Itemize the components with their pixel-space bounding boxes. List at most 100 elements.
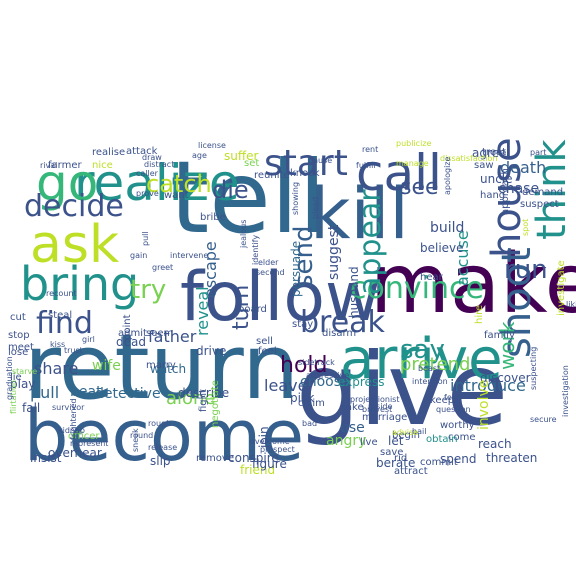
word-manage: manage xyxy=(396,159,429,168)
word-treat: treat xyxy=(482,147,506,158)
word-fight: fight xyxy=(198,389,209,412)
word-see: see xyxy=(400,175,439,200)
word-question: question xyxy=(436,405,471,414)
word-work: work xyxy=(495,321,519,370)
word-tell: tell xyxy=(170,139,326,256)
word-call: call xyxy=(356,144,442,202)
word-hear: hear xyxy=(420,272,444,283)
word-commit: commit xyxy=(420,457,458,468)
word-greet: greet xyxy=(152,263,173,272)
word-overhear: overhear xyxy=(48,446,102,460)
word-girl: girl xyxy=(82,335,95,344)
word-kill: kill xyxy=(310,173,409,255)
word-rid: rid xyxy=(394,453,407,464)
word-cut: cut xyxy=(10,312,26,323)
word-elder: elder xyxy=(258,258,279,267)
word-advise: advise xyxy=(392,428,418,437)
word-part: part xyxy=(530,148,546,157)
word-investigate: investigate xyxy=(556,260,567,316)
word-kidnap: kidnap xyxy=(58,426,85,435)
word-sneak: sneak xyxy=(131,428,140,452)
word-pause: pause xyxy=(308,156,332,165)
word-start: start xyxy=(264,143,348,184)
word-bravest: bravest xyxy=(362,405,392,414)
word-make: make xyxy=(370,237,576,332)
word-angry: angry xyxy=(326,433,366,449)
word-graduation: graduation xyxy=(5,356,14,400)
word-stop: stop xyxy=(8,330,30,341)
word-hail: hail xyxy=(412,427,426,436)
word-alone: alone xyxy=(166,388,216,409)
word-insist: insist xyxy=(30,451,62,465)
word-return: return xyxy=(24,315,299,420)
word-become: become xyxy=(24,395,304,477)
word-break: break xyxy=(300,305,386,340)
word-persuade: persuade xyxy=(289,241,303,297)
word-release: release xyxy=(148,443,177,452)
word-recount: recount xyxy=(46,289,77,298)
word-lie: lie xyxy=(10,372,22,383)
word-draw: draw xyxy=(142,153,162,162)
word-let: let xyxy=(388,434,404,448)
word-intention: intention xyxy=(412,377,448,386)
word-follow: follow xyxy=(180,258,381,337)
word-prospect: prospect xyxy=(260,445,295,454)
word-save: save xyxy=(380,447,403,458)
word-build: build xyxy=(430,220,464,236)
word-remove: remove xyxy=(196,453,234,464)
word-aggressive: aggressive xyxy=(306,371,349,380)
word-farmer: farmer xyxy=(48,160,82,171)
word-prove: prove xyxy=(136,189,159,198)
word-flirtation: flirtation xyxy=(9,380,18,414)
word-plead: plead xyxy=(311,197,320,219)
word-introduce: introduce xyxy=(450,376,526,395)
word-disarm: disarm xyxy=(322,328,356,339)
word-play: play xyxy=(10,377,35,391)
word-pick: pick xyxy=(290,391,315,405)
word-hang: hang xyxy=(480,190,505,201)
word-pretend: pretend xyxy=(400,354,470,375)
word-admit: admit xyxy=(118,328,147,339)
word-pull: pull xyxy=(30,383,59,402)
word-wife: wife xyxy=(92,358,121,374)
word-friend: friend xyxy=(240,463,275,477)
word-conspire: conspire xyxy=(228,451,279,465)
word-rent: rent xyxy=(362,145,378,154)
word-leave: leave xyxy=(264,376,307,395)
word-detective: detective xyxy=(95,386,161,402)
word-overcome: overcome xyxy=(250,437,290,446)
word-escape: escape xyxy=(201,241,220,298)
word-say: say xyxy=(400,335,445,365)
word-death: death xyxy=(500,158,546,177)
word-dissatisfaction: dissatisfaction xyxy=(440,154,498,163)
word-come: come xyxy=(448,432,476,443)
word-knock: knock xyxy=(290,168,320,179)
word-represent: represent xyxy=(70,439,108,448)
word-officer: officer xyxy=(68,431,100,442)
word-point: point xyxy=(122,314,133,340)
word-nice: nice xyxy=(92,160,113,171)
word-marriage: marriage xyxy=(362,412,407,423)
word-spot: spot xyxy=(521,219,530,236)
word-distract: distract xyxy=(144,160,174,169)
word-intervene: intervene xyxy=(170,251,208,260)
word-fulfill: fulfill xyxy=(356,161,376,170)
word-join: join xyxy=(257,426,271,449)
word-survivor: survivor xyxy=(52,403,85,412)
word-father: father xyxy=(148,327,197,346)
word-describe: describe xyxy=(178,386,229,400)
word-secure: secure xyxy=(530,415,557,424)
word-send: send xyxy=(289,225,319,288)
word-decide: decide xyxy=(24,189,124,224)
word-showing: showing xyxy=(291,182,300,215)
word-catch: catch xyxy=(146,170,212,198)
word-stay: stay xyxy=(292,319,313,330)
word-house: house xyxy=(484,137,530,258)
word-bad: bad xyxy=(302,419,317,428)
word-projectionist: projectionist xyxy=(350,395,399,404)
word-threaten: threaten xyxy=(486,451,537,465)
word-negotiate: negotiate xyxy=(210,380,221,428)
word-use: use xyxy=(340,420,365,436)
